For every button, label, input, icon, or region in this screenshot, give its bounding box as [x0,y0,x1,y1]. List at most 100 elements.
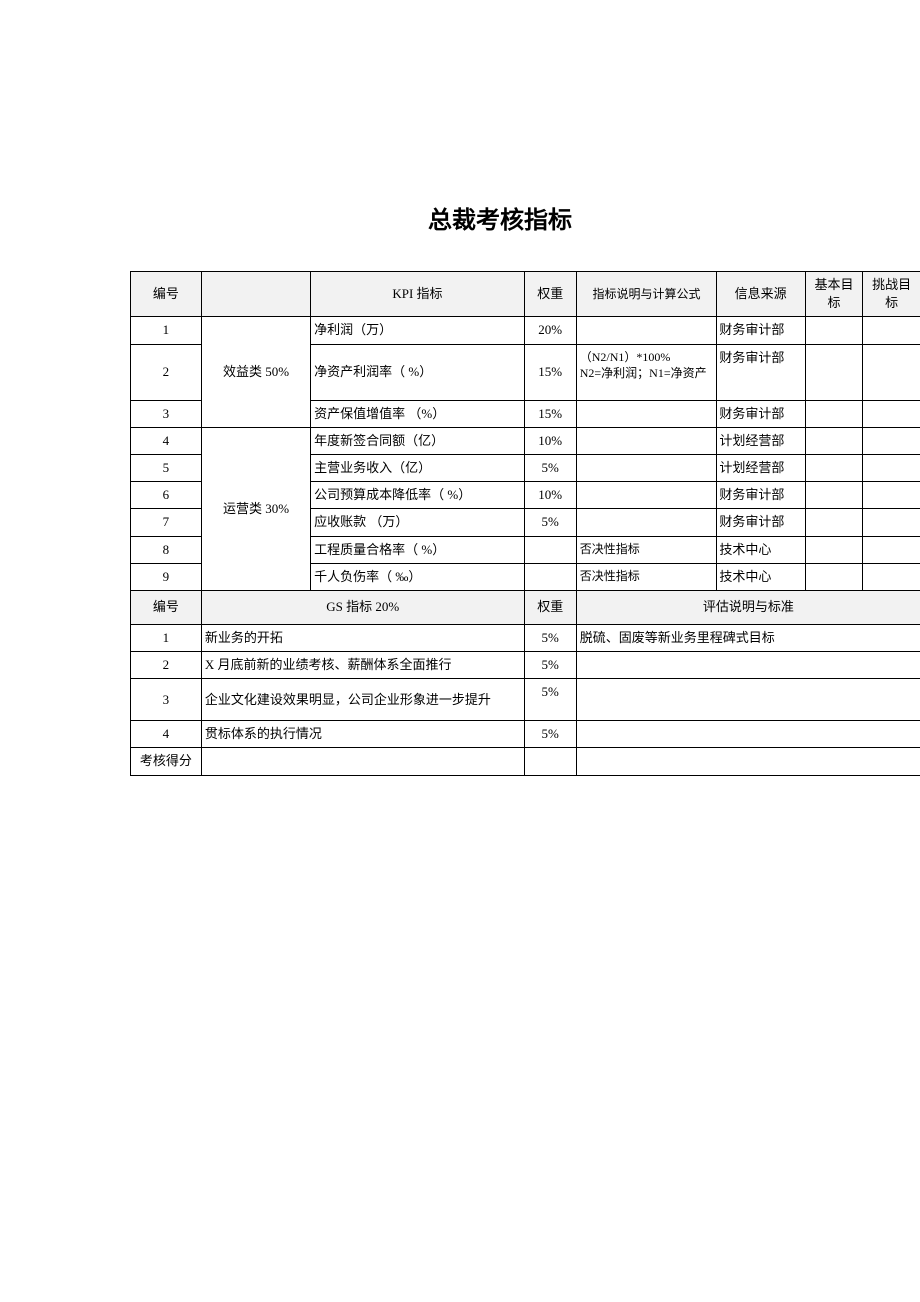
gs-hdr-eval: 评估说明与标准 [576,590,920,624]
cell-wt: 5% [524,509,576,536]
gs-wt: 5% [524,652,576,679]
cell-src: 计划经营部 [717,427,806,454]
gs-num: 3 [131,679,202,721]
gs-row: 4 贯标体系的执行情况 5% [131,721,920,748]
gs-hdr-desc: GS 指标 20% [201,590,524,624]
gs-desc: 新业务的开拓 [201,624,524,651]
cell-fml: 否决性指标 [576,563,717,590]
cell-wt [524,563,576,590]
cell-fml: （N2/N1）*100% N2=净利润；N1=净资产 [576,344,717,400]
cell-num: 2 [131,344,202,400]
cell-ct [863,317,920,344]
gs-row: 3 企业文化建设效果明显，公司企业形象进一步提升 5% [131,679,920,721]
hdr-wt: 权重 [524,272,576,317]
score-wt [524,748,576,775]
cell-bt [805,482,862,509]
cell-wt [524,536,576,563]
kpi-header-row: 编号 KPI 指标 权重 指标说明与计算公式 信息来源 基本目标 挑战目标 [131,272,920,317]
score-label: 考核得分 [131,748,202,775]
cell-cat2: 运营类 30% [201,427,310,590]
gs-hdr-num: 编号 [131,590,202,624]
score-row: 考核得分 [131,748,920,775]
cell-src: 财务审计部 [717,509,806,536]
gs-num: 1 [131,624,202,651]
cell-ct [863,454,920,481]
cell-wt: 5% [524,454,576,481]
cell-bt [805,400,862,427]
gs-row: 2 X 月底前新的业绩考核、薪酬体系全面推行 5% [131,652,920,679]
cell-num: 1 [131,317,202,344]
hdr-bt: 基本目标 [805,272,862,317]
hdr-ct: 挑战目标 [863,272,920,317]
cell-ct [863,482,920,509]
cell-cat1: 效益类 50% [201,317,310,427]
cell-src: 技术中心 [717,536,806,563]
cell-fml: 否决性指标 [576,536,717,563]
cell-num: 6 [131,482,202,509]
hdr-num: 编号 [131,272,202,317]
gs-eval: 脱硫、固废等新业务里程碑式目标 [576,624,920,651]
cell-wt: 10% [524,482,576,509]
gs-desc: 企业文化建设效果明显，公司企业形象进一步提升 [201,679,524,721]
cell-fml [576,317,717,344]
cell-bt [805,427,862,454]
cell-kpi: 资产保值增值率 （%） [311,400,525,427]
gs-wt: 5% [524,624,576,651]
hdr-cat [201,272,310,317]
cell-num: 9 [131,563,202,590]
score-desc [201,748,524,775]
cell-ct [863,509,920,536]
cell-kpi: 千人负伤率（ ‰） [311,563,525,590]
gs-num: 2 [131,652,202,679]
cell-fml [576,400,717,427]
cell-bt [805,454,862,481]
hdr-src: 信息来源 [717,272,806,317]
cell-wt: 10% [524,427,576,454]
gs-hdr-wt: 权重 [524,590,576,624]
score-eval [576,748,920,775]
cell-ct [863,563,920,590]
cell-kpi: 工程质量合格率（ %） [311,536,525,563]
gs-row: 1 新业务的开拓 5% 脱硫、固废等新业务里程碑式目标 [131,624,920,651]
gs-wt: 5% [524,721,576,748]
cell-num: 8 [131,536,202,563]
kpi-table: 编号 KPI 指标 权重 指标说明与计算公式 信息来源 基本目标 挑战目标 1 … [130,271,920,776]
cell-src: 财务审计部 [717,400,806,427]
cell-ct [863,427,920,454]
cell-bt [805,317,862,344]
cell-kpi: 公司预算成本降低率（ %） [311,482,525,509]
cell-num: 7 [131,509,202,536]
gs-desc: X 月底前新的业绩考核、薪酬体系全面推行 [201,652,524,679]
cell-ct [863,400,920,427]
gs-num: 4 [131,721,202,748]
cell-src: 财务审计部 [717,317,806,344]
gs-eval [576,652,920,679]
cell-bt [805,509,862,536]
cell-src: 计划经营部 [717,454,806,481]
cell-kpi: 主营业务收入（亿） [311,454,525,481]
cell-fml [576,509,717,536]
kpi-row: 4 运营类 30% 年度新签合同额（亿） 10% 计划经营部 [131,427,920,454]
cell-bt [805,536,862,563]
page-title: 总裁考核指标 [130,200,920,235]
cell-bt [805,344,862,400]
cell-src: 财务审计部 [717,482,806,509]
gs-wt: 5% [524,679,576,721]
cell-num: 5 [131,454,202,481]
gs-header-row: 编号 GS 指标 20% 权重 评估说明与标准 [131,590,920,624]
hdr-fml: 指标说明与计算公式 [576,272,717,317]
gs-desc: 贯标体系的执行情况 [201,721,524,748]
cell-kpi: 净利润（万） [311,317,525,344]
cell-fml [576,482,717,509]
gs-eval [576,679,920,721]
cell-num: 3 [131,400,202,427]
gs-eval [576,721,920,748]
cell-wt: 15% [524,400,576,427]
cell-ct [863,536,920,563]
cell-ct [863,344,920,400]
cell-kpi: 应收账款 （万） [311,509,525,536]
cell-num: 4 [131,427,202,454]
hdr-kpi: KPI 指标 [311,272,525,317]
cell-kpi: 净资产利润率（ %） [311,344,525,400]
kpi-row: 1 效益类 50% 净利润（万） 20% 财务审计部 [131,317,920,344]
